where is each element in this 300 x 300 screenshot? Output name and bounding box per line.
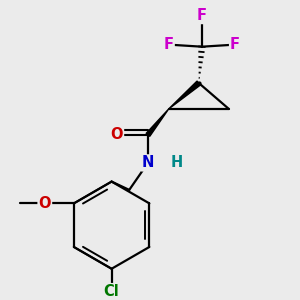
Polygon shape — [146, 109, 169, 136]
Text: H: H — [171, 155, 183, 170]
Text: O: O — [110, 128, 123, 142]
Text: F: F — [197, 8, 207, 23]
Text: F: F — [230, 37, 240, 52]
Polygon shape — [169, 81, 200, 109]
Text: N: N — [142, 155, 154, 170]
Text: O: O — [39, 196, 51, 211]
Text: Cl: Cl — [104, 284, 119, 299]
Text: F: F — [164, 37, 174, 52]
